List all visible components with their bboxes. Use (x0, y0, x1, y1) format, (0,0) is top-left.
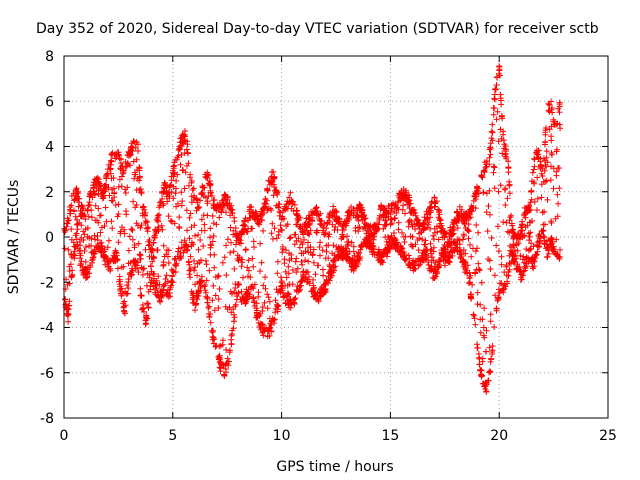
x-tick-label: 0 (60, 428, 69, 444)
x-tick-label: 15 (381, 428, 399, 444)
x-tick-label: 5 (168, 428, 177, 444)
x-tick-label: 20 (490, 428, 508, 444)
sdtvar-series-markers (61, 63, 564, 395)
y-tick-label: 6 (45, 94, 54, 110)
y-axis-label: SDTVAR / TECUs (6, 180, 22, 295)
y-tick-label: 2 (45, 185, 54, 201)
data-points (61, 63, 564, 395)
y-tick-label: -4 (40, 321, 54, 337)
y-tick-label: 0 (45, 230, 54, 246)
x-tick-label: 10 (273, 428, 291, 444)
x-axis-ticks: 0 5 10 15 20 25 (60, 56, 617, 444)
chart-title: Day 352 of 2020, Sidereal Day-to-day VTE… (36, 21, 599, 37)
x-axis-label: GPS time / hours (276, 459, 393, 475)
y-tick-label: -6 (40, 366, 54, 382)
y-tick-label: -8 (40, 411, 54, 427)
y-tick-label: 4 (45, 140, 54, 156)
y-tick-label: -2 (40, 275, 54, 291)
x-tick-label: 25 (599, 428, 617, 444)
grid (64, 56, 608, 418)
y-tick-label: 8 (45, 49, 54, 65)
y-axis-ticks: -8 -6 -4 -2 0 2 4 6 8 (40, 49, 608, 427)
